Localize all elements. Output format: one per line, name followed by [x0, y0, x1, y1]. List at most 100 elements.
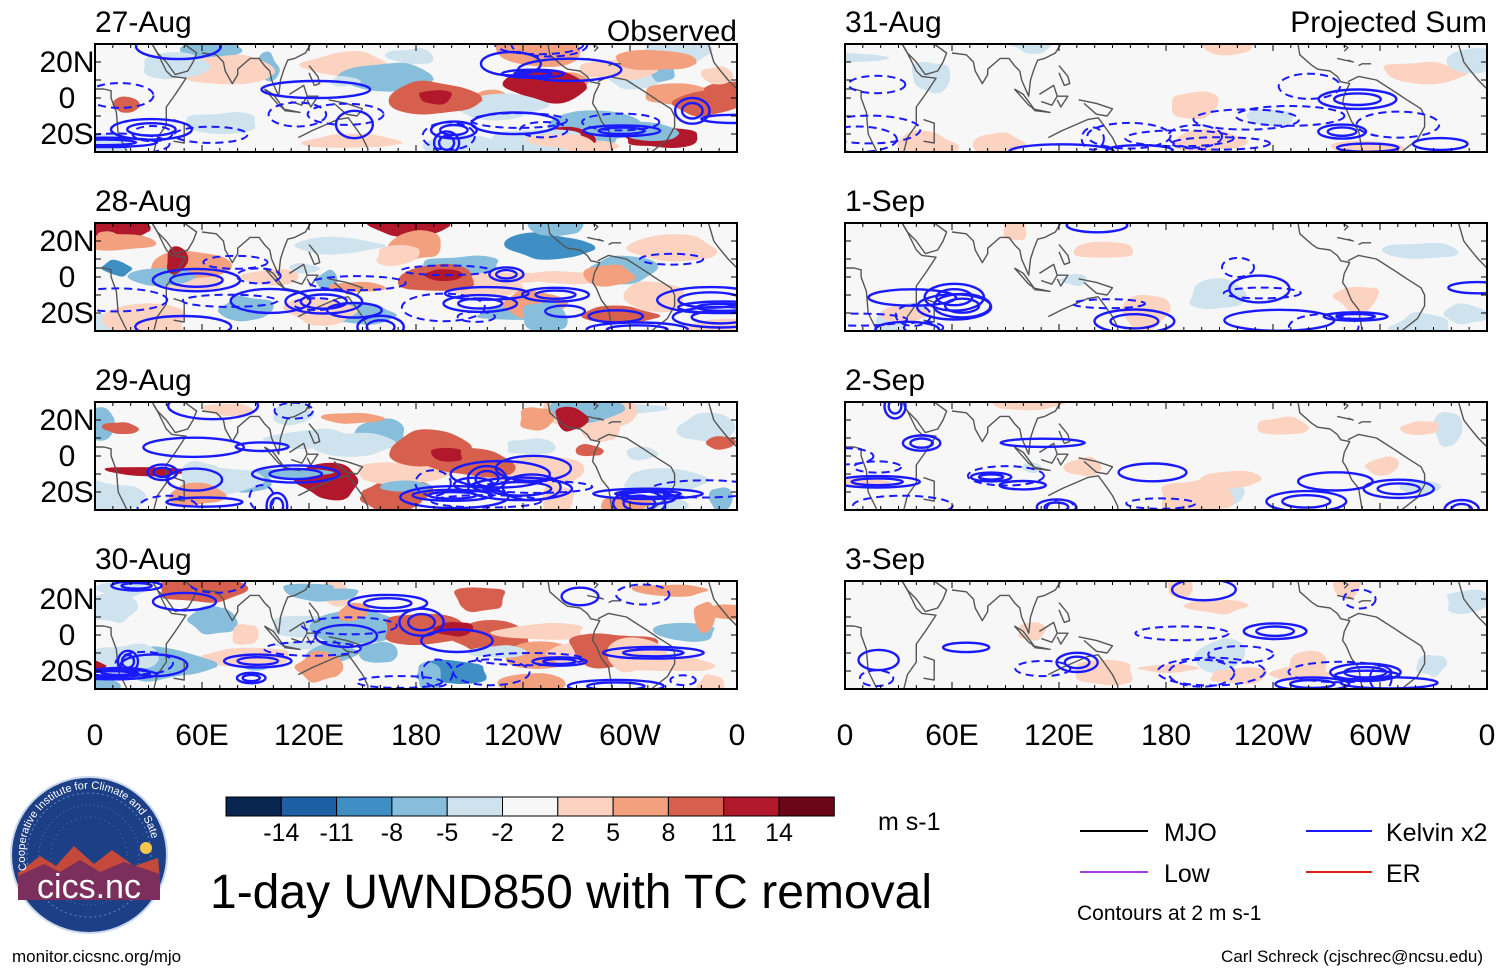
- coastline: [587, 236, 604, 242]
- coastline: [201, 44, 312, 97]
- colorbar-swatch: [557, 796, 614, 817]
- kelvin-contour-positive: [845, 474, 921, 489]
- kelvin-contour-negative: [1086, 121, 1172, 150]
- coastline: [1347, 254, 1426, 331]
- coastline: [1056, 632, 1069, 645]
- coastline: [1347, 612, 1426, 689]
- kelvin-contour-positive: [347, 593, 429, 613]
- y-tick-label: 20S: [40, 118, 93, 151]
- wind-anomaly-shade: [187, 605, 238, 635]
- y-tick-label: 20S: [40, 655, 93, 688]
- kelvin-contour-positive: [250, 464, 341, 484]
- wind-anomaly-shade: [232, 623, 259, 645]
- coastline: [608, 242, 622, 246]
- x-tick-label: 60W: [599, 719, 661, 752]
- kelvin-contour-positive: [1362, 478, 1436, 500]
- coastline: [1337, 594, 1354, 600]
- coastline: [923, 476, 935, 502]
- kelvin-contour-positive: [1296, 471, 1374, 492]
- colorbar-label: -14: [263, 819, 299, 847]
- kelvin-contour-negative: [1277, 72, 1342, 100]
- coastline: [306, 632, 319, 645]
- x-tick-label: 0: [729, 719, 746, 752]
- kelvin-contour-negative: [852, 460, 902, 474]
- coastline: [282, 645, 301, 651]
- kelvin-contour-positive: [542, 657, 578, 666]
- coastline: [1297, 581, 1363, 689]
- x-tick-label: 60E: [175, 719, 228, 752]
- wind-anomaly-shade: [112, 96, 141, 113]
- coastline: [1078, 278, 1114, 296]
- kelvin-contour-positive: [109, 117, 194, 141]
- y-tick-label: 0: [59, 440, 76, 473]
- kelvin-contour-positive: [677, 291, 737, 309]
- kelvin-contour-negative: [845, 114, 922, 145]
- panel-date-title: 27-Aug: [95, 6, 192, 39]
- kelvin-contour-negative: [430, 494, 543, 509]
- kelvin-contour-positive: [1317, 123, 1368, 140]
- kelvin-contour-positive: [585, 681, 646, 689]
- kelvin-contour-negative: [181, 293, 279, 308]
- kelvin-contour-positive: [234, 441, 290, 453]
- wind-anomaly-shade: [101, 259, 134, 277]
- kelvin-contour-positive: [874, 320, 941, 331]
- colorbar-label: 2: [551, 819, 565, 847]
- wind-anomaly-shade: [101, 422, 140, 435]
- coastline: [1088, 44, 1095, 45]
- wind-anomaly-shade: [1189, 278, 1249, 310]
- coastline: [1032, 645, 1051, 651]
- coastline: [707, 402, 737, 448]
- coastline: [1347, 433, 1426, 510]
- kelvin-contour-negative: [456, 310, 496, 323]
- coastline: [1078, 99, 1114, 117]
- kelvin-contour-negative: [308, 275, 407, 292]
- wind-anomaly-shade: [542, 483, 574, 510]
- wind-anomaly-shade: [310, 588, 359, 601]
- kelvin-contour-positive: [887, 402, 903, 415]
- kelvin-contour-positive: [857, 648, 900, 672]
- kelvin-contour-positive: [621, 648, 685, 658]
- kelvin-contour-negative: [95, 287, 169, 313]
- wind-anomaly-shade: [1246, 109, 1294, 127]
- coastline: [338, 44, 345, 45]
- coastline: [1039, 84, 1058, 106]
- kelvin-contour-positive: [867, 288, 958, 307]
- kelvin-contour-negative: [1192, 108, 1301, 131]
- panel-date-title: 1-Sep: [845, 185, 925, 218]
- coastline: [951, 44, 1062, 97]
- coastline: [1457, 402, 1487, 448]
- wind-anomaly-shade: [1364, 456, 1400, 476]
- wind-anomaly-shade: [504, 232, 600, 260]
- kelvin-contour-positive: [700, 113, 737, 125]
- y-tick-label: 20N: [39, 404, 94, 437]
- coastline: [1078, 457, 1114, 475]
- wind-anomaly-shade: [623, 281, 685, 313]
- legend-label-kelvin: Kelvin x2: [1386, 819, 1487, 847]
- kelvin-contour-positive: [585, 321, 689, 331]
- kelvin-contour-positive: [1343, 665, 1388, 679]
- kelvin-contour-positive: [419, 628, 494, 654]
- footer-url: monitor.cicsnc.org/mjo: [12, 947, 181, 966]
- kelvin-contour-positive: [582, 124, 662, 138]
- kelvin-contour-positive: [95, 138, 138, 147]
- colorbar-swatch: [778, 796, 835, 817]
- coastline: [547, 402, 613, 510]
- kelvin-contour-negative: [615, 583, 671, 606]
- coastline: [923, 118, 935, 144]
- kelvin-contour-negative: [202, 254, 269, 270]
- panel-column-label: Projected Sum: [1290, 6, 1487, 39]
- kelvin-contour-negative: [1167, 124, 1224, 149]
- wind-anomaly-shade: [102, 303, 186, 331]
- coastline: [1078, 636, 1114, 654]
- kelvin-contour-negative: [355, 675, 444, 689]
- kelvin-contour-positive: [166, 467, 224, 492]
- coastline: [901, 223, 948, 255]
- wind-anomaly-shade: [1433, 412, 1464, 447]
- wind-anomaly-shade: [1202, 44, 1254, 56]
- x-tick-label: 180: [391, 719, 441, 752]
- wind-anomaly-shade: [708, 487, 734, 510]
- legend: MJO Kelvin x2 Low ER Contours at 2 m s-1: [1077, 819, 1487, 925]
- y-tick-label: 20N: [39, 583, 94, 616]
- kelvin-contour-negative: [95, 82, 155, 109]
